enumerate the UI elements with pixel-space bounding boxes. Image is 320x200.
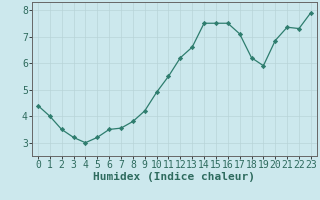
X-axis label: Humidex (Indice chaleur): Humidex (Indice chaleur) [93, 172, 255, 182]
